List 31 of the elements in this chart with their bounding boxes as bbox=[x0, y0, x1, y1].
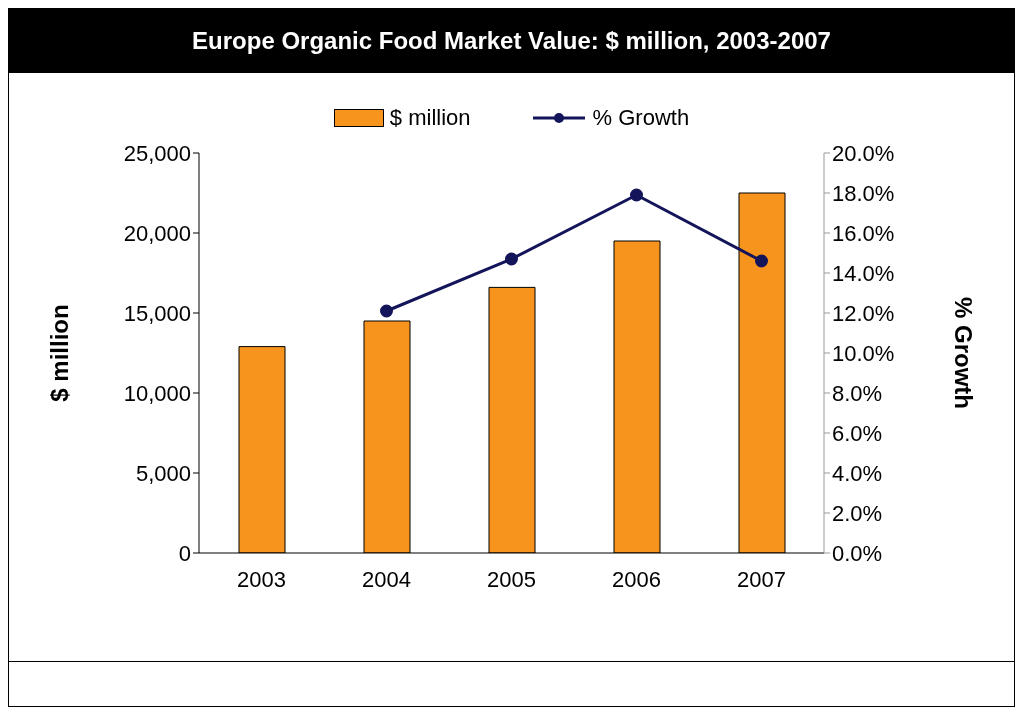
point bbox=[380, 304, 393, 318]
y-tick-label: 5,000 bbox=[135, 460, 191, 486]
x-tick-label: 2007 bbox=[737, 566, 786, 592]
y2-tick-label: 14.0% bbox=[832, 260, 895, 286]
point bbox=[755, 254, 768, 268]
x-tick-label: 2003 bbox=[237, 566, 286, 592]
y2-tick-label: 2.0% bbox=[832, 500, 883, 526]
legend-label: % Growth bbox=[592, 105, 690, 131]
x-tick-label: 2004 bbox=[362, 566, 411, 592]
legend-label: $ million bbox=[389, 105, 471, 131]
point bbox=[505, 252, 518, 266]
y2-axis-title: % Growth bbox=[950, 297, 978, 409]
y2-tick-label: 4.0% bbox=[832, 460, 883, 486]
y2-tick-label: 10.0% bbox=[832, 340, 895, 366]
y-tick-label: 15,000 bbox=[123, 300, 191, 326]
y-tick-label: 20,000 bbox=[123, 220, 191, 246]
y-tick-label: 0 bbox=[178, 540, 191, 566]
y2-tick-label: 18.0% bbox=[832, 180, 895, 206]
y2-tick-label: 8.0% bbox=[832, 380, 883, 406]
y-tick-label: 10,000 bbox=[123, 380, 191, 406]
y-axis-title: $ million bbox=[45, 304, 73, 402]
chart-title: Europe Organic Food Market Value: $ million, 2003-2007 bbox=[9, 9, 1014, 73]
x-tick-label: 2006 bbox=[612, 566, 661, 592]
x-tick-label: 2005 bbox=[487, 566, 536, 592]
y2-tick-label: 0.0% bbox=[832, 540, 883, 566]
point bbox=[630, 188, 643, 202]
y-tick-label: 25,000 bbox=[123, 140, 191, 166]
y2-tick-label: 6.0% bbox=[832, 420, 883, 446]
y2-tick-label: 20.0% bbox=[832, 140, 895, 166]
y2-tick-label: 12.0% bbox=[832, 300, 895, 326]
y2-tick-label: 16.0% bbox=[832, 220, 895, 246]
